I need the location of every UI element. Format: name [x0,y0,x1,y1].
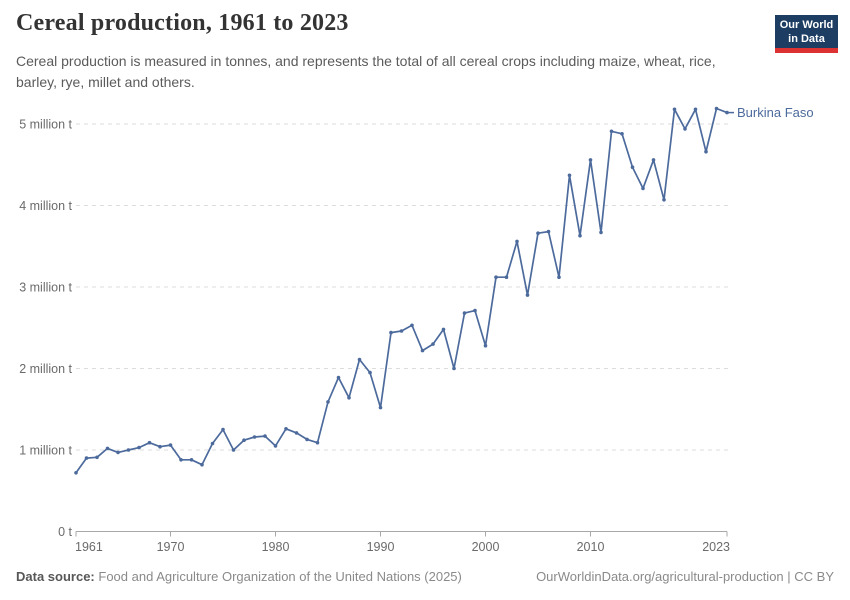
data-point[interactable] [105,446,110,451]
data-point[interactable] [95,455,99,460]
data-point[interactable] [273,444,278,448]
data-point[interactable] [326,400,330,404]
data-source-note: Data source: Food and Agriculture Organi… [16,569,462,584]
data-point[interactable] [683,127,687,131]
data-point[interactable] [620,132,624,136]
data-point[interactable] [630,165,635,169]
data-point[interactable] [599,230,603,235]
data-point[interactable] [578,233,582,238]
data-point[interactable] [704,149,708,154]
series-label-burkina-faso: Burkina Faso [737,105,814,120]
y-axis-label: 3 million t [19,281,72,295]
data-point[interactable] [315,440,320,445]
data-point[interactable] [410,323,414,328]
data-point[interactable] [179,458,183,462]
data-point[interactable] [294,431,299,435]
credit-link[interactable]: OurWorldinData.org/agricultural-producti… [536,569,834,584]
data-point[interactable] [368,370,372,375]
data-point[interactable] [147,440,152,445]
data-point[interactable] [462,311,467,315]
x-axis-label: 2010 [577,540,605,554]
y-axis-label: 5 million t [19,118,72,132]
data-point[interactable] [137,445,141,450]
x-axis-label: 1980 [262,540,290,554]
data-point[interactable] [210,441,215,446]
chart-subtitle: Cereal production is measured in tonnes,… [16,53,716,90]
y-axis-label: 1 million t [19,444,72,458]
data-point[interactable] [452,366,456,371]
x-axis-label: 1961 [75,540,103,554]
data-source-label: Data source: [16,569,95,584]
data-point[interactable] [399,329,404,333]
data-point[interactable] [200,462,204,467]
data-point[interactable] [378,405,383,410]
data-point[interactable] [221,427,225,432]
y-axis-label: 2 million t [19,362,72,376]
data-point[interactable] [567,173,572,178]
data-point[interactable] [284,427,288,431]
data-point[interactable] [84,456,89,460]
data-point[interactable] [242,438,246,443]
data-point[interactable] [483,343,488,348]
logo-text-line1: Our World [779,19,834,31]
data-point[interactable] [126,448,131,452]
data-point[interactable] [473,308,477,313]
data-point[interactable] [74,471,78,475]
data-point[interactable] [357,357,362,362]
data-point[interactable] [725,110,729,115]
y-axis-label: 4 million t [19,199,72,213]
data-point[interactable] [158,444,162,449]
data-point[interactable] [116,450,120,455]
x-axis-label: 1990 [367,540,395,554]
data-point[interactable] [168,443,173,447]
data-point[interactable] [347,396,351,400]
data-point[interactable] [609,129,614,134]
data-point[interactable] [536,231,540,235]
data-point[interactable] [336,375,341,380]
data-point[interactable] [420,348,425,353]
data-point[interactable] [672,107,677,112]
data-point[interactable] [588,158,593,162]
data-point[interactable] [252,435,257,439]
data-source-text: Food and Agriculture Organization of the… [98,569,462,584]
data-point[interactable] [263,434,267,438]
data-point[interactable] [662,198,666,202]
x-axis-label: 2000 [472,540,500,554]
page-title: Cereal production, 1961 to 2023 [16,10,349,36]
data-point[interactable] [494,275,498,280]
data-point[interactable] [189,458,194,462]
data-point[interactable] [714,106,719,111]
y-axis-label: 0 t [58,525,72,539]
x-axis-label: 1970 [157,540,185,554]
data-point[interactable] [651,158,656,162]
logo-text-line2: in Data [788,33,825,46]
data-point[interactable] [441,327,446,332]
data-point[interactable] [431,342,435,346]
data-point[interactable] [515,239,519,244]
data-point[interactable] [693,107,698,112]
data-point[interactable] [504,275,509,280]
data-point[interactable] [305,437,309,442]
data-line [75,107,728,474]
data-point[interactable] [525,293,530,297]
data-point[interactable] [546,229,551,234]
data-point[interactable] [557,275,561,280]
owid-logo: Our World in Data [775,15,838,54]
data-point[interactable] [389,330,393,335]
data-point[interactable] [231,448,236,452]
x-axis-label: 2023 [702,540,730,554]
data-point[interactable] [641,186,645,191]
